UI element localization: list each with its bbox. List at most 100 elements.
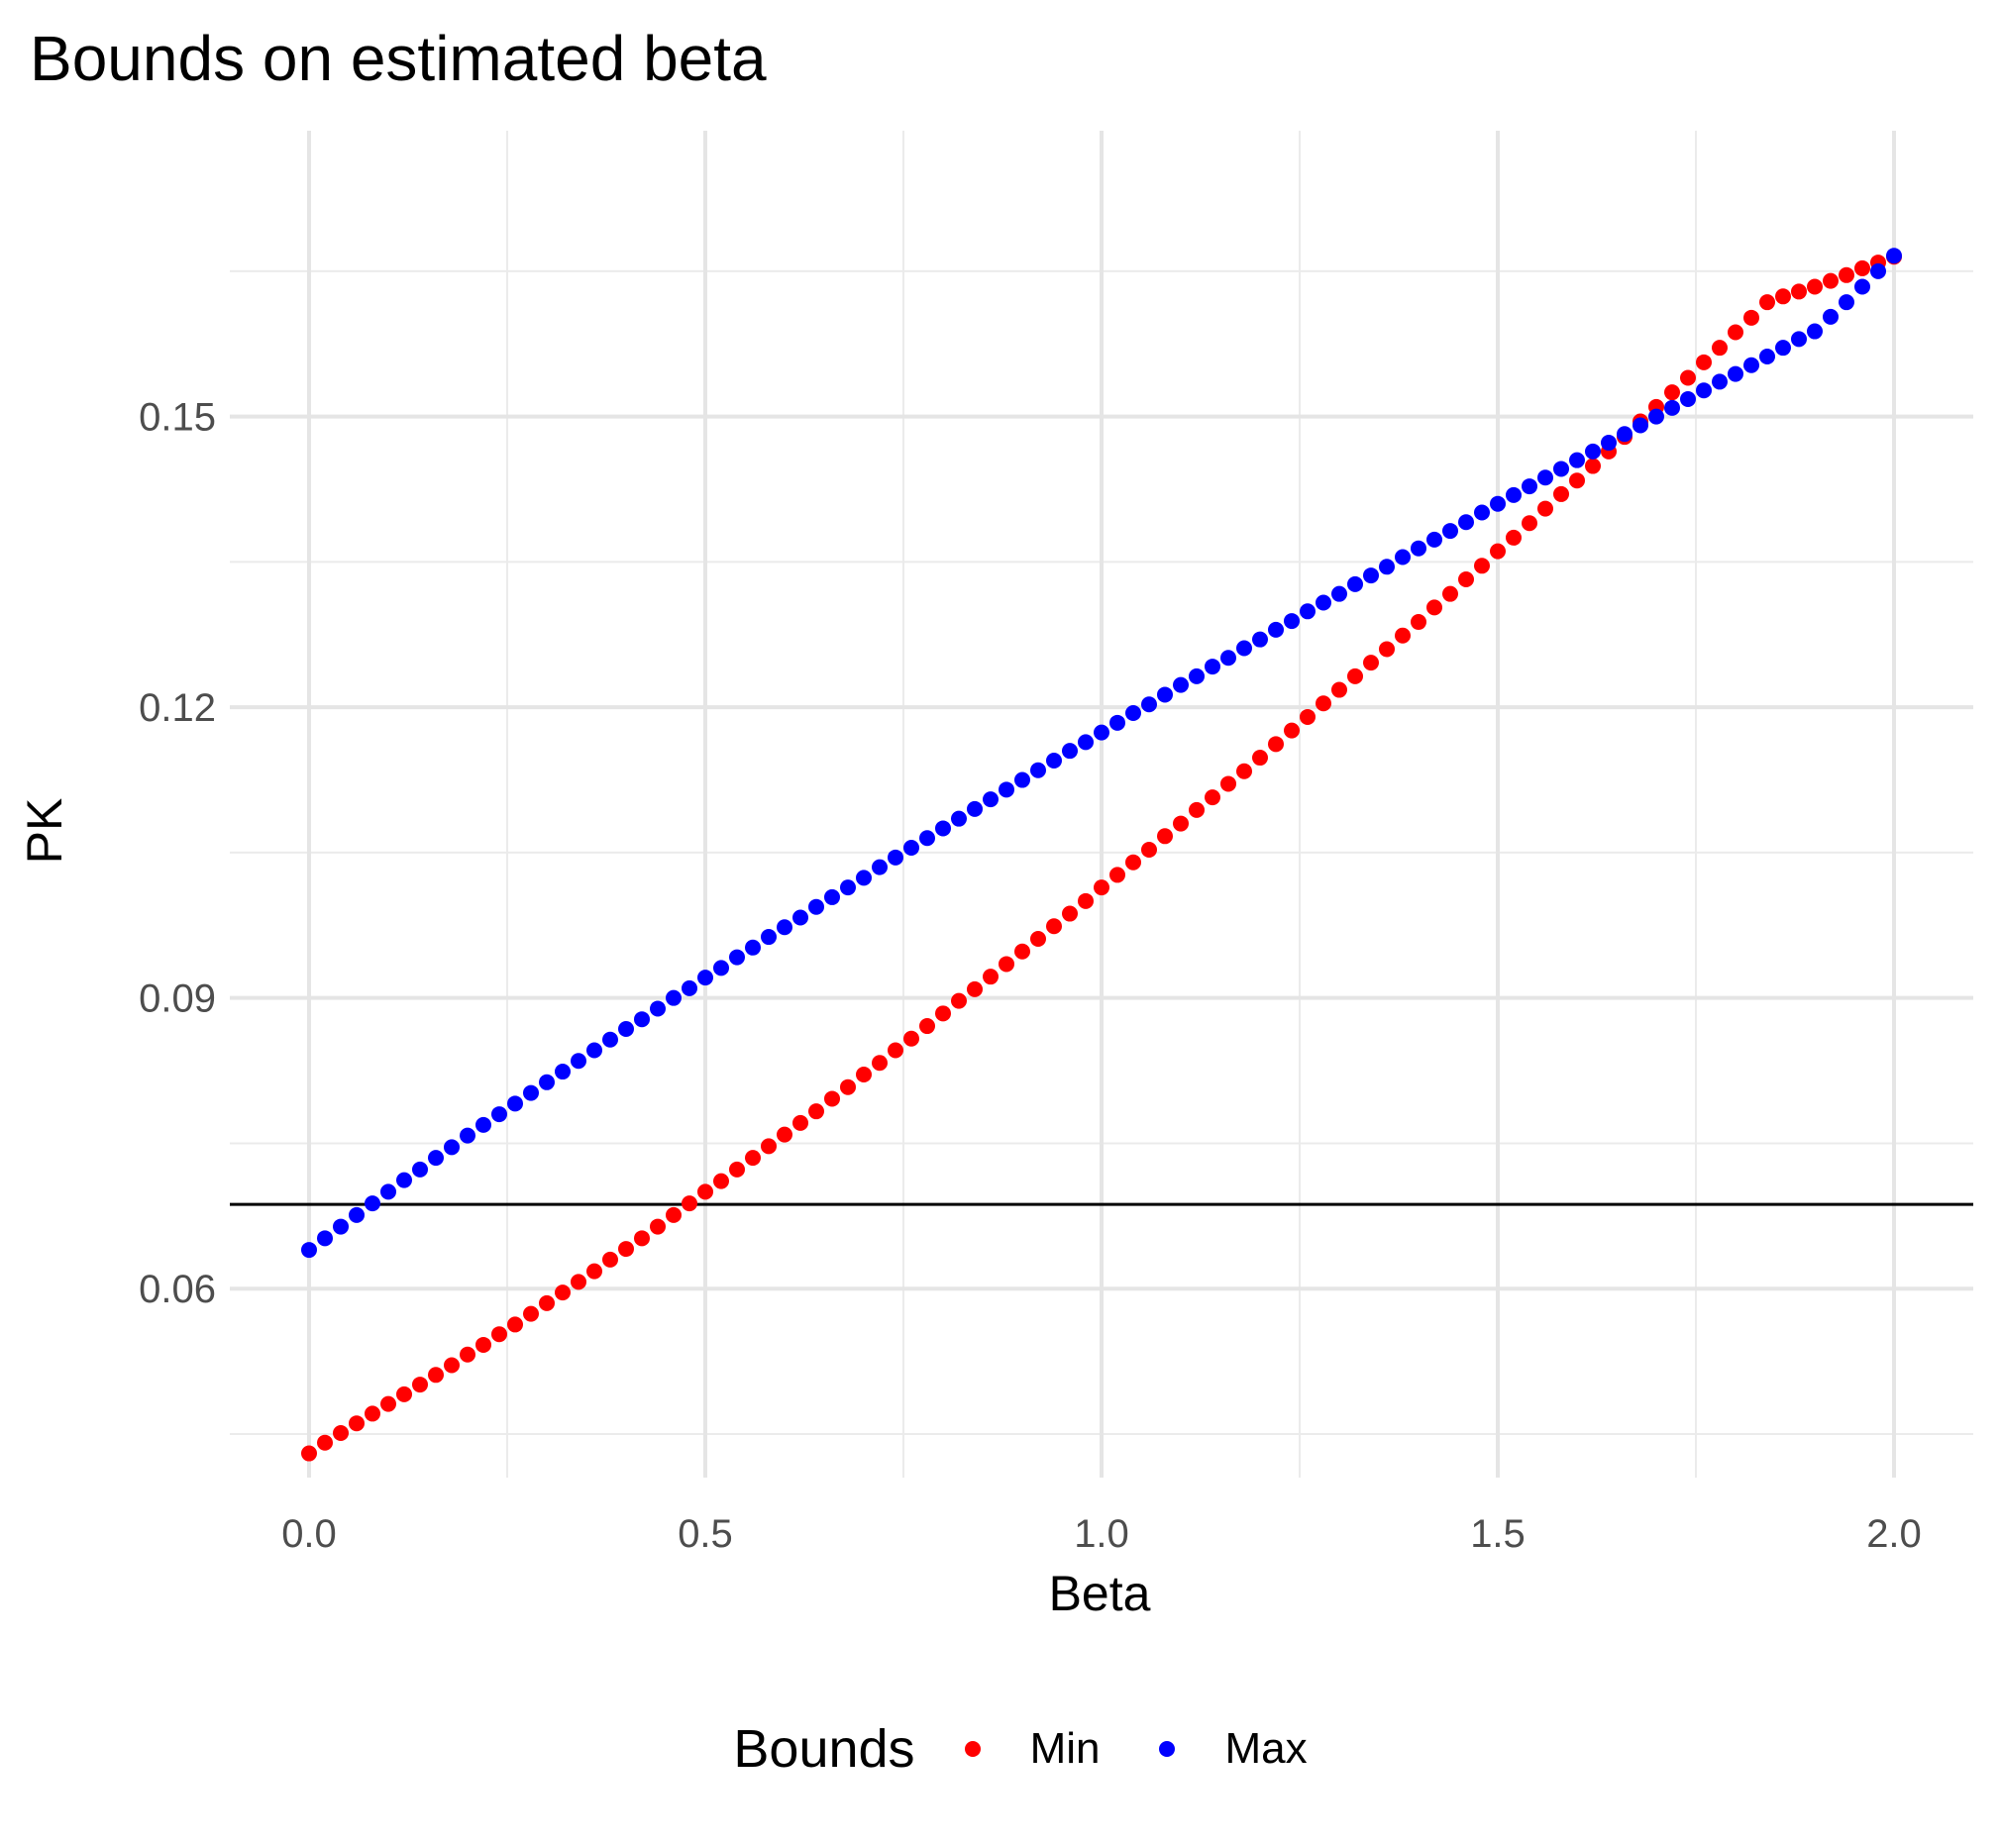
y-axis-label: PK <box>17 797 72 865</box>
tick-labels: 0.0 0.5 1.0 1.5 2.0 0.06 0.09 0.12 0.15 <box>139 396 1922 1556</box>
point-min <box>729 1161 745 1178</box>
point-min <box>586 1263 602 1280</box>
point-min <box>1189 801 1205 818</box>
point-min <box>1030 931 1046 947</box>
point-max <box>475 1116 491 1133</box>
point-min <box>396 1386 412 1402</box>
point-min <box>555 1284 571 1301</box>
point-max <box>1411 540 1426 557</box>
point-min <box>1300 708 1316 725</box>
point-min <box>1775 288 1791 305</box>
point-max <box>1648 408 1664 425</box>
point-min <box>1791 283 1807 300</box>
point-min <box>333 1424 349 1441</box>
point-min <box>444 1357 460 1374</box>
point-max <box>1490 495 1506 512</box>
point-max <box>396 1172 412 1188</box>
point-min <box>475 1336 491 1353</box>
point-min <box>761 1138 777 1155</box>
point-min <box>365 1405 380 1422</box>
point-min <box>745 1150 761 1167</box>
point-max <box>1236 640 1252 657</box>
point-max <box>1601 435 1617 452</box>
point-min <box>634 1230 650 1247</box>
point-min <box>1379 641 1395 658</box>
point-max <box>999 781 1014 798</box>
point-min <box>650 1218 666 1235</box>
point-max <box>301 1242 317 1259</box>
point-max <box>1205 659 1220 675</box>
point-min <box>777 1126 792 1143</box>
point-min <box>983 969 999 985</box>
x-tick-label: 0.0 <box>281 1512 337 1556</box>
x-tick-label: 1.0 <box>1074 1512 1129 1556</box>
x-tick-label: 2.0 <box>1866 1512 1922 1556</box>
point-max <box>317 1230 333 1247</box>
point-max <box>729 949 745 966</box>
point-min <box>1284 722 1300 739</box>
point-max <box>1125 705 1141 722</box>
point-max <box>1870 262 1886 279</box>
y-tick-label: 0.06 <box>139 1268 216 1311</box>
point-max <box>507 1095 523 1112</box>
point-max <box>1109 714 1125 731</box>
point-max <box>1347 575 1363 592</box>
point-max <box>1839 294 1854 311</box>
point-max <box>792 909 808 926</box>
point-min <box>713 1173 729 1189</box>
point-max <box>491 1106 507 1123</box>
point-max <box>1506 486 1522 503</box>
point-min <box>1062 905 1078 922</box>
point-min <box>1474 558 1490 574</box>
point-min <box>919 1018 935 1035</box>
legend-label-min: Min <box>1029 1724 1101 1773</box>
point-min <box>301 1445 317 1462</box>
point-min <box>460 1346 475 1363</box>
point-max <box>856 870 872 886</box>
point-max <box>1632 417 1648 434</box>
point-min <box>951 992 967 1009</box>
point-min <box>935 1005 951 1022</box>
point-min <box>1094 879 1109 896</box>
point-max <box>1585 443 1601 460</box>
point-min <box>618 1241 634 1258</box>
y-tick-label: 0.15 <box>139 396 216 440</box>
point-min <box>1173 815 1189 832</box>
point-max <box>1728 365 1743 382</box>
point-max <box>1268 621 1284 638</box>
point-max <box>539 1074 555 1090</box>
point-max <box>903 840 919 857</box>
point-min <box>428 1367 444 1384</box>
point-min <box>697 1183 713 1200</box>
point-min <box>666 1206 682 1223</box>
point-min <box>1426 599 1442 616</box>
point-max <box>571 1053 586 1070</box>
point-min <box>967 980 983 997</box>
point-min <box>840 1078 856 1095</box>
legend-title: Bounds <box>733 1719 915 1779</box>
point-max <box>1759 348 1775 364</box>
point-min <box>571 1274 586 1290</box>
point-min <box>1585 458 1601 474</box>
point-max <box>1854 278 1870 295</box>
point-min <box>1553 485 1569 502</box>
point-min <box>1696 354 1712 370</box>
legend-marker-max <box>1159 1741 1176 1757</box>
point-min <box>808 1103 824 1120</box>
point-max <box>1775 340 1791 357</box>
point-max <box>523 1084 539 1101</box>
point-min <box>1125 854 1141 871</box>
point-max <box>1823 308 1839 325</box>
point-min <box>1664 384 1680 401</box>
point-min <box>888 1042 903 1059</box>
point-max <box>1426 531 1442 548</box>
point-min <box>317 1434 333 1451</box>
point-min <box>1680 369 1696 386</box>
point-max <box>555 1064 571 1080</box>
point-min <box>349 1415 365 1432</box>
point-min <box>1569 472 1585 489</box>
point-max <box>1886 248 1902 264</box>
point-max <box>1252 631 1268 648</box>
point-max <box>412 1161 428 1178</box>
point-max <box>808 898 824 915</box>
